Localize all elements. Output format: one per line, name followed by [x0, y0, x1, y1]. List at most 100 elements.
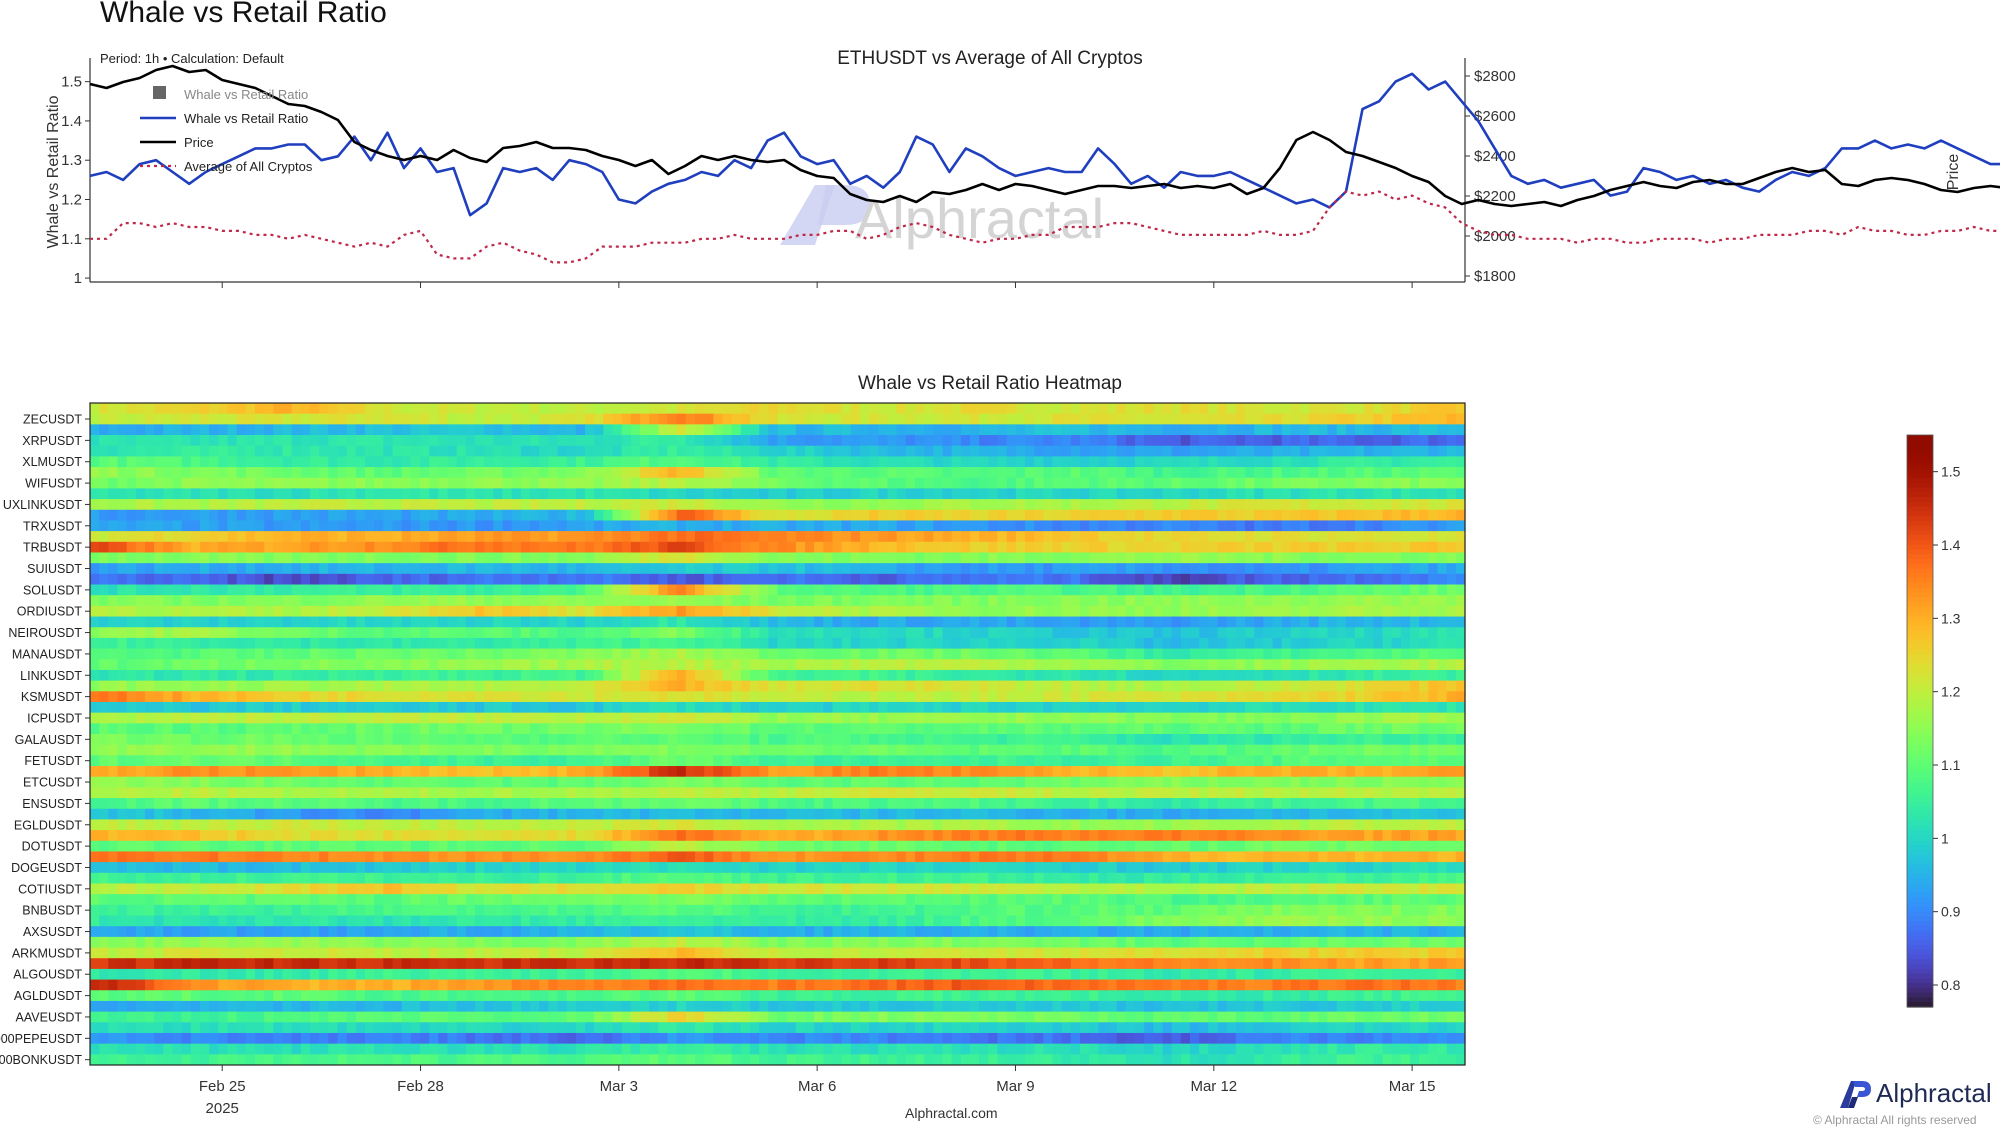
heatmap-cell: [1383, 456, 1393, 467]
heatmap-cell: [365, 574, 375, 585]
heatmap-cell: [805, 467, 815, 478]
heatmap-cell: [292, 488, 302, 499]
heatmap-cell: [1208, 520, 1218, 531]
heatmap-cell: [301, 659, 311, 670]
heatmap-cell: [356, 574, 366, 585]
heatmap-cell: [1282, 585, 1292, 596]
heatmap-cell: [558, 435, 568, 446]
heatmap-cell: [466, 595, 476, 606]
heatmap-cell: [237, 403, 247, 414]
heatmap-cell: [1309, 670, 1319, 681]
heatmap-cell: [1208, 552, 1218, 563]
heatmap-cell: [933, 659, 943, 670]
heatmap-cell: [668, 446, 678, 457]
heatmap-cell: [319, 681, 329, 692]
heatmap-cell: [301, 585, 311, 596]
heatmap-cell: [1300, 446, 1310, 457]
heatmap-cell: [1208, 414, 1218, 425]
heatmap-cell: [99, 510, 109, 521]
heatmap-cell: [493, 520, 503, 531]
heatmap-cell: [1263, 435, 1273, 446]
heatmap-cell: [1254, 552, 1264, 563]
heatmap-cell: [365, 446, 375, 457]
heatmap-cell: [695, 446, 705, 457]
heatmap-cell: [108, 435, 118, 446]
heatmap-cell: [1126, 510, 1136, 521]
heatmap-cell: [273, 542, 283, 553]
heatmap-cell: [539, 670, 549, 681]
heatmap-cell: [411, 467, 421, 478]
heatmap-cell: [154, 446, 164, 457]
heatmap-cell: [1190, 552, 1200, 563]
heatmap-cell: [530, 638, 540, 649]
heatmap-cell: [118, 670, 128, 681]
heatmap-cell: [1153, 414, 1163, 425]
legend-entry-label[interactable]: Whale vs Retail Ratio: [184, 111, 308, 126]
heatmap-cell: [118, 606, 128, 617]
heatmap-cell: [438, 649, 448, 660]
heatmap-cell: [823, 467, 833, 478]
heatmap-cell: [338, 446, 348, 457]
heatmap-cell: [1053, 585, 1063, 596]
heatmap-cell: [182, 713, 192, 724]
heatmap-cell: [1007, 542, 1017, 553]
heatmap-cell: [1456, 488, 1466, 499]
heatmap-cell: [1392, 649, 1402, 660]
heatmap-cell: [787, 403, 797, 414]
heatmap-cell: [631, 414, 641, 425]
heatmap-cell: [539, 606, 549, 617]
heatmap-cell: [1373, 681, 1383, 692]
heatmap-cell: [594, 670, 604, 681]
heatmap-cell: [264, 563, 274, 574]
heatmap-cell: [1218, 435, 1228, 446]
heatmap-cell: [118, 424, 128, 435]
heatmap-cell: [136, 414, 146, 425]
heatmap-cell: [1098, 499, 1108, 510]
heatmap-cell: [209, 446, 219, 457]
legend-entry-label[interactable]: Whale vs Retail Ratio: [184, 87, 308, 102]
legend-entry-label[interactable]: Price: [184, 135, 214, 150]
heatmap-cell: [191, 606, 201, 617]
heatmap-cell: [1245, 649, 1255, 660]
heatmap-cell: [897, 542, 907, 553]
legend[interactable]: Whale vs Retail Ratio Whale vs Retail Rat…: [140, 86, 313, 174]
heatmap-cell: [209, 681, 219, 692]
heatmap-cell: [1144, 499, 1154, 510]
heatmap-cell: [365, 510, 375, 521]
heatmap-cell: [1346, 659, 1356, 670]
heatmap-cell: [878, 467, 888, 478]
heatmap-cell: [383, 542, 393, 553]
heatmap-cell: [1383, 542, 1393, 553]
heatmap-cell: [1098, 510, 1108, 521]
heatmap-cell: [1163, 414, 1173, 425]
heatmap-cell: [163, 574, 173, 585]
heatmap-cell: [429, 467, 439, 478]
heatmap-cell: [163, 478, 173, 489]
heatmap-cell: [484, 606, 494, 617]
heatmap-cell: [228, 467, 238, 478]
heatmap-cell: [365, 414, 375, 425]
heatmap-cell: [182, 585, 192, 596]
heatmap-cell: [1190, 702, 1200, 713]
heatmap-cell: [99, 627, 109, 638]
heatmap-cell: [209, 531, 219, 542]
heatmap-cell: [530, 478, 540, 489]
heatmap-cell: [521, 681, 531, 692]
heatmap-cell: [438, 510, 448, 521]
heatmap-cell: [1062, 595, 1072, 606]
heatmap-cell: [228, 638, 238, 649]
heatmap-cell: [319, 574, 329, 585]
heatmap-cell: [1309, 659, 1319, 670]
heatmap-cell: [658, 681, 668, 692]
heatmap-cell: [90, 713, 100, 724]
heatmap-cell: [283, 552, 293, 563]
heatmap-cell: [475, 574, 485, 585]
heatmap-cell: [393, 446, 403, 457]
heatmap-cell: [503, 702, 513, 713]
legend-entry-label[interactable]: Average of All Cryptos: [184, 159, 313, 174]
heatmap-cell: [613, 478, 623, 489]
heatmap-cell: [576, 638, 586, 649]
heatmap-cell: [658, 649, 668, 660]
heatmap-cell: [778, 403, 788, 414]
heatmap-cell: [1410, 659, 1420, 670]
